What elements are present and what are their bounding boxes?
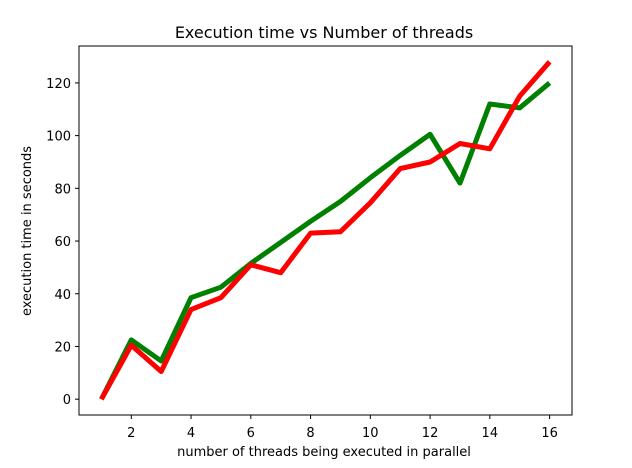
x-tick-label: 4 <box>187 426 195 441</box>
y-axis: 0 20 40 60 80 100 120 <box>46 77 79 408</box>
x-tick-label: 12 <box>422 426 439 441</box>
x-tick-label: 2 <box>127 426 135 441</box>
x-tick-label: 14 <box>482 426 499 441</box>
x-tick-label: 8 <box>306 426 314 441</box>
x-axis: 2 4 6 8 10 12 14 16 <box>127 415 558 441</box>
y-tick-label: 0 <box>63 393 71 408</box>
series-line-1 <box>99 80 552 401</box>
plot-frame <box>78 45 573 416</box>
x-tick-label: 10 <box>362 426 379 441</box>
y-tick-label: 100 <box>46 130 71 145</box>
y-tick-label: 80 <box>54 182 71 197</box>
x-tick-label: 6 <box>247 426 255 441</box>
y-axis-label: execution time in seconds <box>20 146 35 316</box>
chart-title: Execution time vs Number of threads <box>175 23 473 42</box>
x-axis-label: number of threads being executed in para… <box>177 445 471 460</box>
series-layer <box>99 60 552 401</box>
series-line-2 <box>99 60 552 401</box>
y-tick-label: 20 <box>54 340 71 355</box>
y-tick-label: 40 <box>54 288 71 303</box>
y-tick-label: 60 <box>54 235 71 250</box>
x-tick-label: 16 <box>541 426 558 441</box>
y-tick-label: 120 <box>46 77 71 92</box>
